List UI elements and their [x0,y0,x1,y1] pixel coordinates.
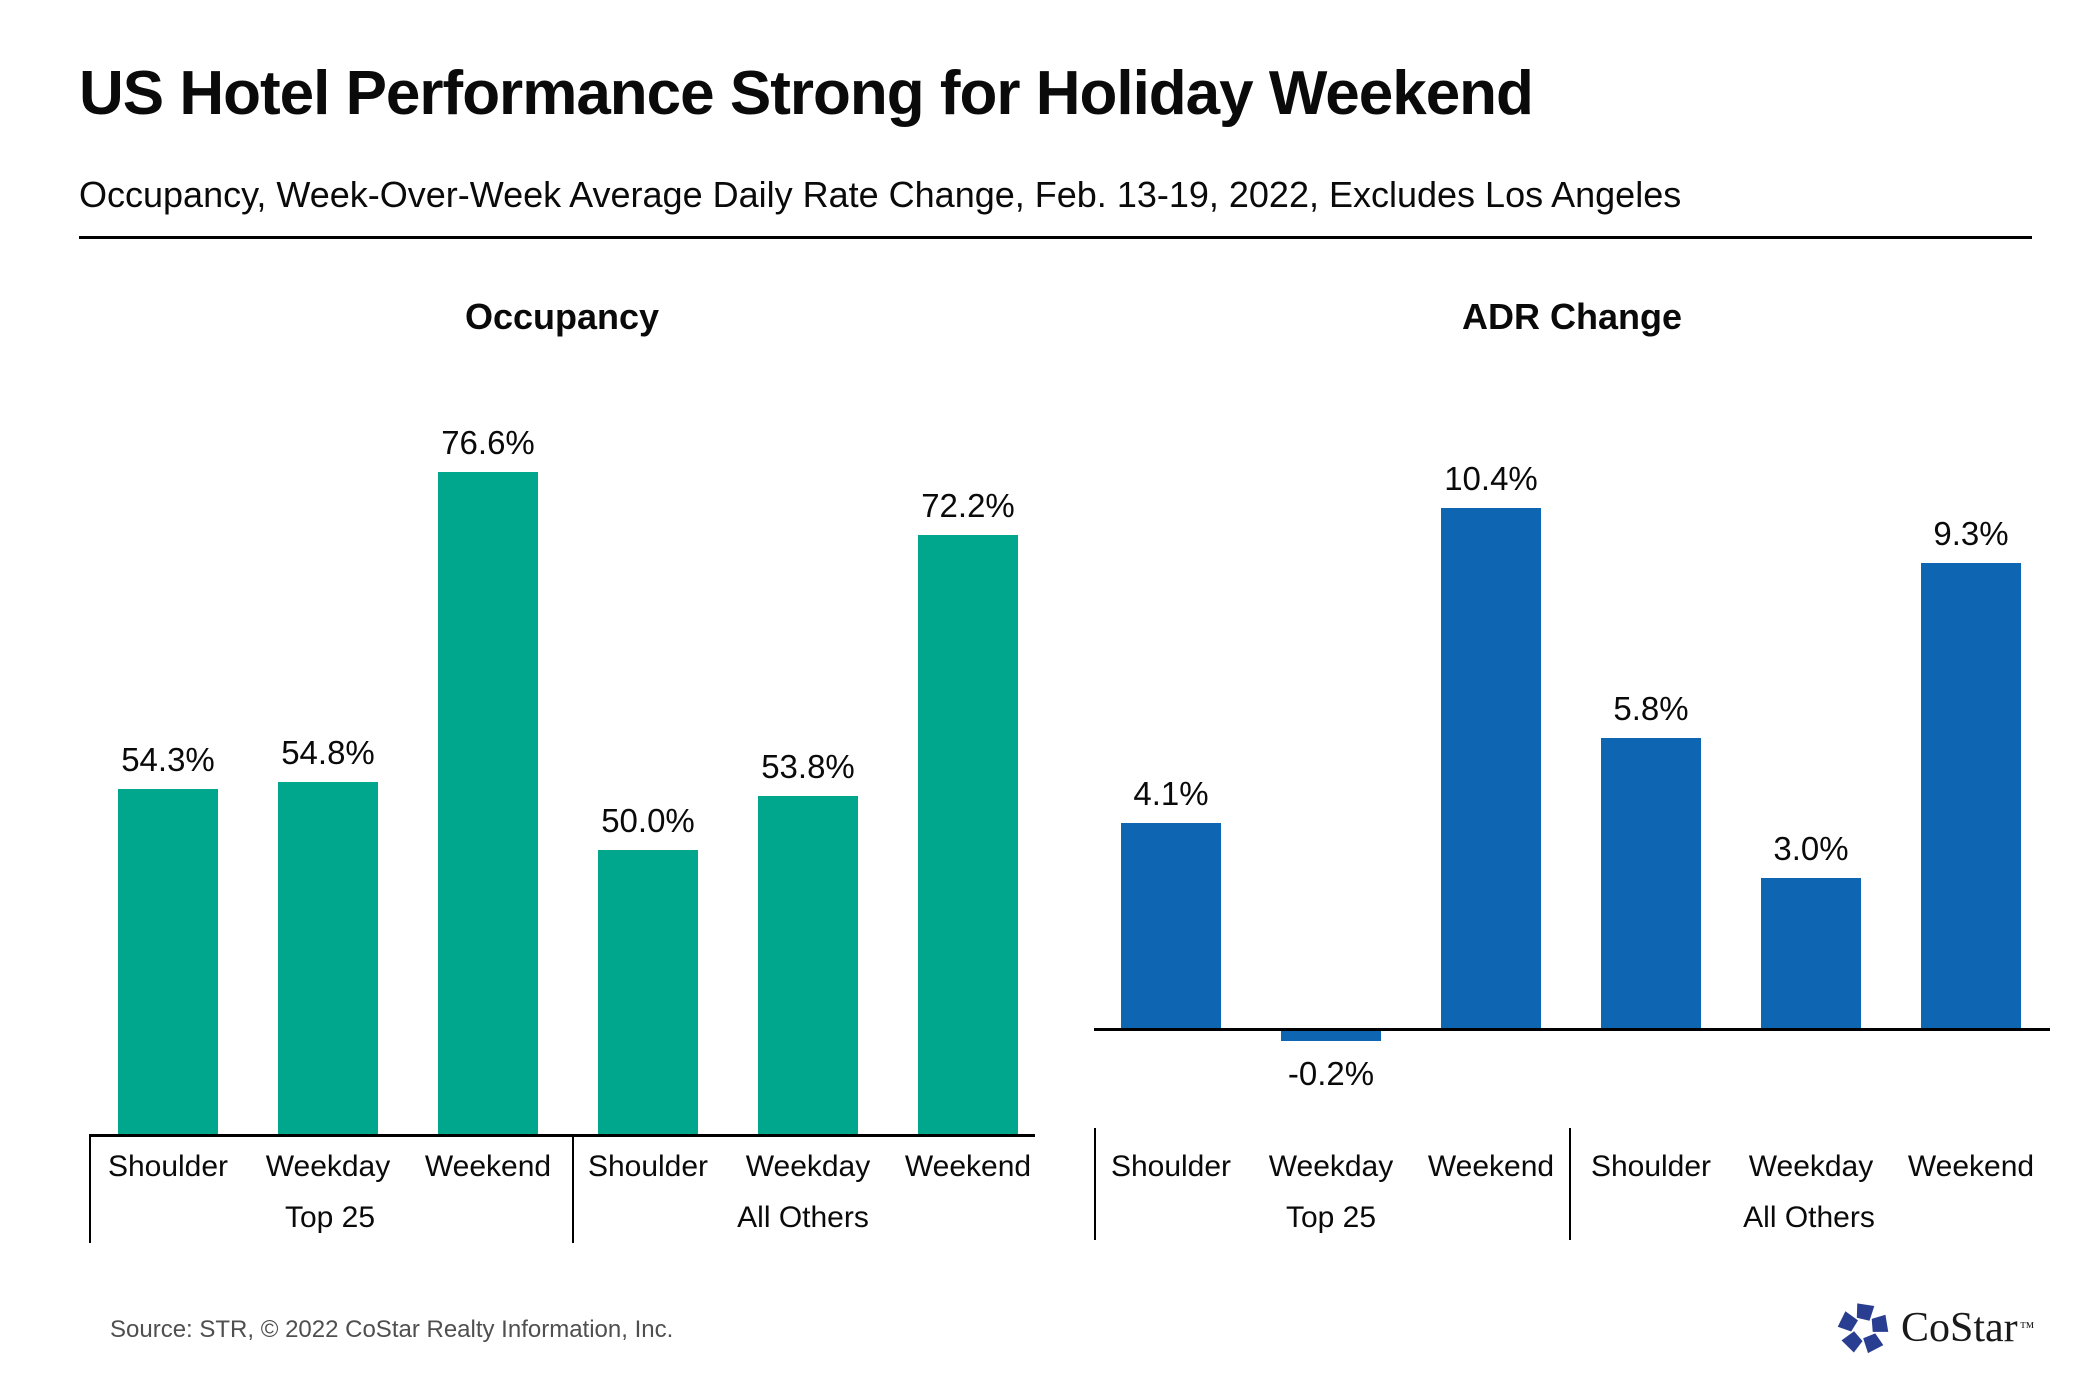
costar-trademark: ™ [2019,1319,2035,1336]
adr-change-x-label-all-others-weekday: Weekday [1748,1150,1874,1183]
costar-logo-text: CoStar [1901,1305,2018,1351]
adr-change-value-all-others-weekday: 3.0% [1773,830,1849,867]
adr-change-group-label-top-25: Top 25 [1285,1201,1377,1234]
occupancy-bar-top-25-shoulder [118,789,218,1134]
occupancy-group-label-top-25: Top 25 [284,1201,376,1234]
adr-change-axis-tick-0 [1094,1128,1096,1240]
occupancy-value-all-others-weekend: 72.2% [921,487,1015,524]
occupancy-x-label-all-others-weekday: Weekday [745,1150,871,1183]
occupancy-value-top-25-weekday: 54.8% [281,734,375,771]
title-divider [79,236,2032,239]
adr-change-group-label-all-others: All Others [1743,1201,1875,1234]
adr-change-axis-tick-1 [1569,1128,1571,1240]
occupancy-bar-top-25-weekend [438,472,538,1134]
adr-change-bar-top-25-weekday [1281,1031,1381,1041]
adr-change-bar-top-25-shoulder [1121,823,1221,1028]
occupancy-bar-top-25-weekday [278,782,378,1134]
source-attribution: Source: STR, © 2022 CoStar Realty Inform… [110,1316,674,1343]
occupancy-axis-tick-0 [89,1134,91,1243]
occupancy-group-label-all-others: All Others [737,1201,869,1234]
costar-logo: CoStar ™ [1836,1298,2034,1358]
occupancy-bar-all-others-weekday [758,796,858,1134]
adr-change-value-top-25-weekend: 10.4% [1444,460,1538,497]
occupancy-bar-all-others-shoulder [598,850,698,1134]
adr-change-value-top-25-shoulder: 4.1% [1133,775,1209,812]
occupancy-axis-tick-1 [572,1134,574,1243]
occupancy-x-label-all-others-weekend: Weekend [904,1150,1032,1183]
occupancy-axis-line [89,1134,1035,1137]
occupancy-x-label-top-25-weekday: Weekday [265,1150,391,1183]
adr-change-bar-all-others-weekend [1921,563,2021,1028]
subtitle: Occupancy, Week-Over-Week Average Daily … [79,174,1682,215]
adr-change-x-label-all-others-shoulder: Shoulder [1590,1150,1712,1183]
adr-change-x-label-top-25-weekday: Weekday [1268,1150,1394,1183]
occupancy-bar-all-others-weekend [918,535,1018,1134]
adr-change-chart-title: ADR Change [1461,296,1682,337]
occupancy-value-all-others-shoulder: 50.0% [601,802,695,839]
costar-pinwheel-icon [1836,1301,1891,1356]
adr-change-value-all-others-shoulder: 5.8% [1613,690,1689,727]
page-title: US Hotel Performance Strong for Holiday … [79,59,1534,128]
occupancy-value-all-others-weekday: 53.8% [761,748,855,785]
adr-change-bar-all-others-shoulder [1601,738,1701,1028]
adr-change-value-top-25-weekday: -0.2% [1287,1055,1375,1092]
adr-change-x-label-top-25-shoulder: Shoulder [1110,1150,1232,1183]
occupancy-value-top-25-shoulder: 54.3% [121,741,215,778]
adr-change-x-label-top-25-weekend: Weekend [1427,1150,1555,1183]
occupancy-x-label-all-others-shoulder: Shoulder [587,1150,709,1183]
occupancy-x-label-top-25-weekend: Weekend [424,1150,552,1183]
adr-change-axis-line [1094,1028,2050,1031]
adr-change-bar-top-25-weekend [1441,508,1541,1028]
adr-change-value-all-others-weekend: 9.3% [1933,515,2009,552]
adr-change-bar-all-others-weekday [1761,878,1861,1028]
occupancy-chart-title: Occupancy [464,296,660,337]
occupancy-x-label-top-25-shoulder: Shoulder [107,1150,229,1183]
adr-change-x-label-all-others-weekend: Weekend [1907,1150,2035,1183]
occupancy-value-top-25-weekend: 76.6% [441,424,535,461]
